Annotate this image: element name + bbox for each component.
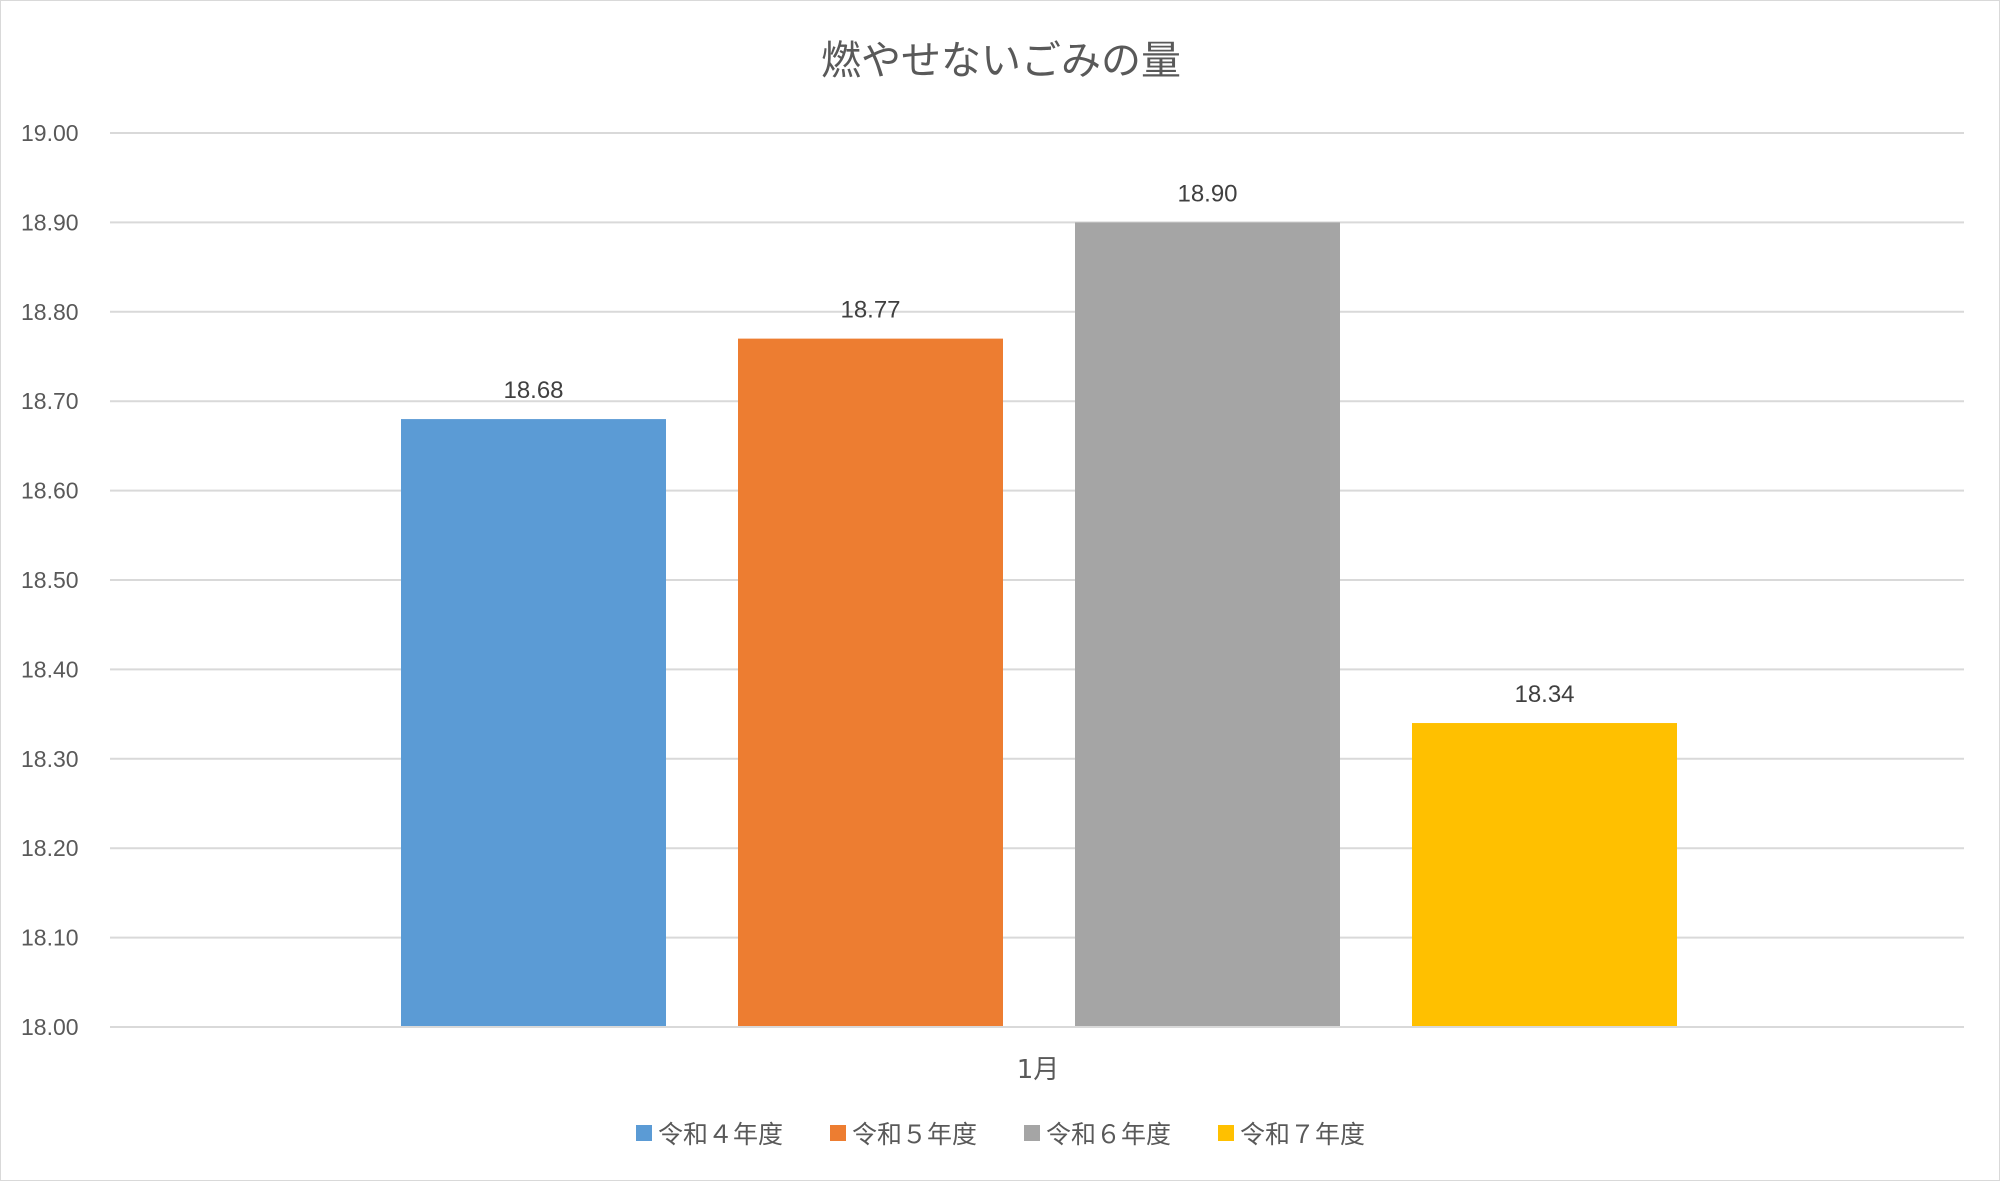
x-tick-label: 1月 [1017,1055,1060,1085]
y-tick-label: 18.70 [21,388,79,414]
y-tick-label: 18.40 [21,656,79,682]
legend-label: 令和７年度 [1240,1120,1365,1149]
legend-label: 令和４年度 [658,1120,783,1149]
bar-4 [1412,723,1677,1027]
legend-item-3: 令和６年度 [1024,1120,1171,1149]
y-axis-ticks: 18.00 18.10 18.20 18.30 18.40 18.50 18.60 18.70… [21,120,79,1040]
y-tick-label: 18.90 [21,209,79,235]
data-labels: 18.68 18.77 18.90 18.34 [503,180,1574,708]
gridlines [110,132,1964,1028]
legend-item-2: 令和５年度 [830,1120,977,1149]
legend-swatch [1024,1125,1040,1141]
bar-1 [401,419,666,1028]
y-tick-label: 18.10 [21,925,79,951]
legend-label: 令和５年度 [852,1120,977,1149]
data-label: 18.90 [1177,180,1237,207]
x-axis: 1月 [110,1026,1964,1085]
legend-swatch [1218,1125,1234,1141]
y-tick-label: 18.00 [21,1014,79,1040]
data-label: 18.68 [503,377,563,404]
y-tick-label: 18.50 [21,567,79,593]
data-label: 18.34 [1514,681,1574,708]
y-tick-label: 18.80 [21,299,79,325]
legend-swatch [830,1125,846,1141]
y-tick-label: 19.00 [21,120,79,146]
legend-swatch [636,1125,652,1141]
data-label: 18.77 [840,297,900,324]
y-tick-label: 18.60 [21,478,79,504]
y-tick-label: 18.20 [21,835,79,861]
bars [401,222,1677,1028]
legend-label: 令和６年度 [1046,1120,1171,1149]
legend-item-4: 令和７年度 [1218,1120,1365,1149]
bar-2 [738,338,1003,1027]
chart-title: 燃やせないごみの量 [821,38,1181,84]
legend: 令和４年度 令和５年度 令和６年度 令和７年度 [636,1120,1365,1149]
bar-3 [1075,222,1340,1027]
y-tick-label: 18.30 [21,746,79,772]
legend-item-1: 令和４年度 [636,1120,783,1149]
